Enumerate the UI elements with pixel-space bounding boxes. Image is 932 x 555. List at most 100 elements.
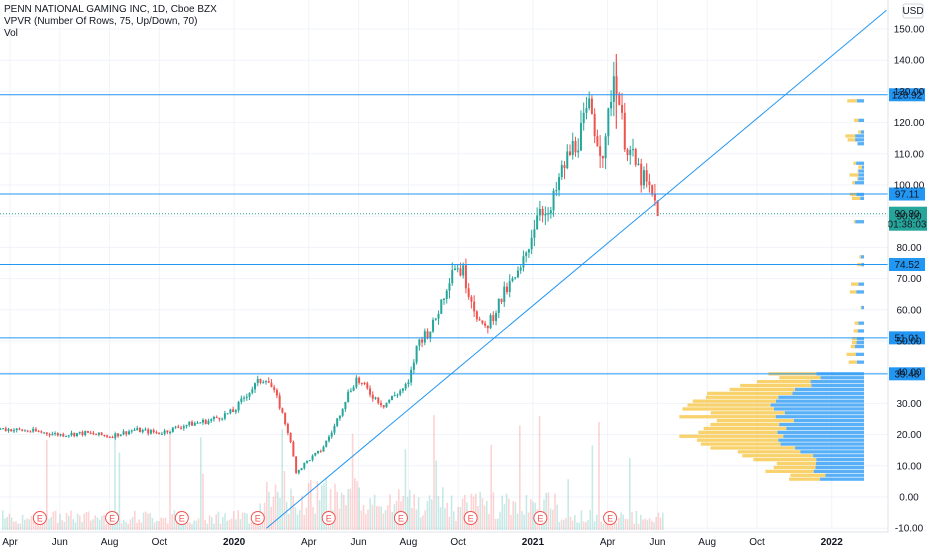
volume-bar (523, 515, 525, 530)
candle-body (492, 315, 494, 321)
volume-bar (594, 521, 596, 530)
volume-bar (662, 513, 664, 530)
volume-bar (13, 522, 15, 530)
candle-body (125, 431, 127, 434)
earnings-marker-label: E (255, 514, 261, 524)
vpvr-down-bar (852, 197, 860, 200)
volume-bar (453, 511, 455, 530)
candle-body (303, 463, 305, 468)
candle-body (298, 470, 300, 473)
volume-bar (145, 512, 147, 530)
candle-body (429, 332, 431, 338)
candle-body (27, 431, 29, 432)
candle-body (35, 429, 37, 431)
candle-body (583, 113, 585, 123)
volume-bar (460, 507, 462, 530)
volume-bar (530, 499, 532, 530)
volume-bar (341, 493, 343, 530)
volume-bar (618, 518, 620, 530)
volume-bar (407, 497, 409, 530)
volume-bar (519, 426, 521, 530)
vpvr-down-bar (850, 290, 856, 293)
volume-bar (270, 507, 272, 530)
volume-bar (464, 495, 466, 530)
vpvr-up-bar (860, 197, 864, 200)
vpvr-up-bar (858, 169, 864, 172)
candle-body (227, 413, 229, 414)
volume-bar (336, 492, 338, 530)
candle-body (117, 433, 119, 436)
candle-body (391, 396, 393, 400)
candle-body (16, 429, 18, 431)
candle-body (632, 149, 634, 150)
volume-bar (77, 514, 79, 530)
vpvr-down-bar (710, 423, 779, 426)
volume-bar (508, 499, 510, 530)
vpvr-down-bar (857, 177, 858, 180)
candle-body (555, 190, 557, 191)
candle-body (448, 283, 450, 290)
candle-body (46, 432, 48, 434)
time-tick-label: Oct (749, 537, 765, 548)
vpvr-down-bar (848, 138, 855, 141)
candle-body (49, 434, 51, 435)
volume-bar (647, 520, 649, 530)
volume-bar (616, 523, 618, 530)
volume-bar (391, 512, 393, 530)
candle-body (366, 383, 368, 388)
candle-body (92, 433, 94, 434)
volume-bar (209, 515, 211, 530)
volume-bar (138, 519, 140, 530)
volume-bar (444, 508, 446, 530)
candle-body (309, 460, 311, 461)
volume-bar (97, 518, 99, 530)
candle-body (51, 434, 53, 435)
candle-body (646, 170, 648, 181)
candle-body (385, 403, 387, 408)
volume-bar (603, 524, 605, 530)
candle-body (295, 457, 297, 473)
volume-bar (189, 523, 191, 530)
candle-body (536, 215, 538, 229)
volume-bar (149, 513, 151, 530)
volume-bar (449, 517, 451, 530)
vpvr-up-bar (861, 306, 864, 309)
volume-bar (248, 523, 250, 530)
volume-bar (420, 517, 422, 530)
candle-body (621, 105, 623, 113)
vpvr-down-bar (753, 458, 816, 461)
vpvr-down-bar (854, 119, 858, 122)
candle-body (235, 410, 237, 412)
candle-body (511, 278, 513, 281)
symbol-title[interactable]: PENN NATIONAL GAMING INC, 1D, Cboe BZX (4, 4, 217, 16)
candle-body (542, 209, 544, 215)
vpvr-up-bar (816, 466, 864, 469)
vpvr-down-bar (861, 306, 862, 309)
volume-bar (499, 512, 501, 530)
volume-bar (532, 502, 534, 530)
volume-bar (17, 524, 19, 530)
vpvr-indicator-label[interactable]: VPVR (Number Of Rows, 75, Up/Down, 70) (4, 16, 217, 28)
candle-body (547, 213, 549, 214)
earnings-marker-label: E (607, 514, 613, 524)
earnings-marker-label: E (109, 514, 115, 524)
candle-body (432, 320, 434, 332)
candle-body (205, 420, 207, 424)
volume-bar (552, 510, 554, 530)
candle-body (481, 320, 483, 323)
volume-bar (229, 520, 231, 530)
volume-bar (433, 415, 435, 530)
candle-body (136, 428, 138, 430)
volume-bar (251, 522, 253, 530)
candle-body (251, 389, 253, 392)
candle-body (188, 422, 190, 425)
candle-body (476, 311, 478, 319)
volume-bar (347, 489, 349, 530)
volume-indicator-label[interactable]: Vol (4, 28, 217, 40)
candle-body (358, 378, 360, 383)
candle-body (177, 427, 179, 428)
volume-bar (350, 489, 352, 530)
earnings-marker-label: E (537, 514, 543, 524)
